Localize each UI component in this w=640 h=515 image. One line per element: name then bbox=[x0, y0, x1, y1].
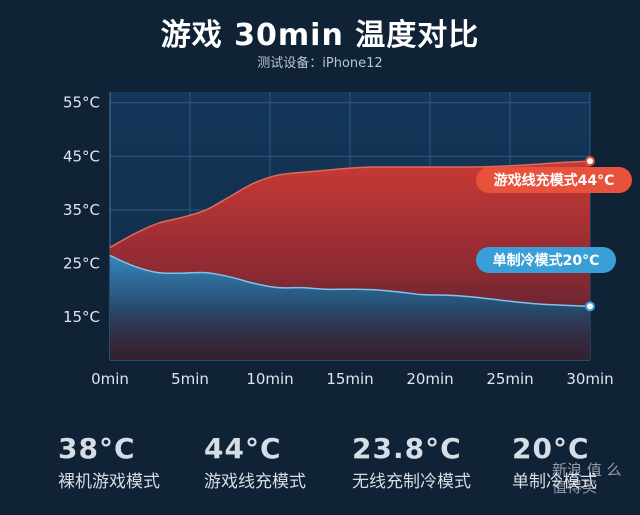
series-label-pill bbox=[476, 247, 616, 273]
y-tick-label: 55°C bbox=[63, 94, 100, 112]
y-tick-label: 35°C bbox=[63, 201, 100, 219]
stat-value: 20°C bbox=[512, 432, 590, 465]
chart-subtitle: 测试设备：iPhone12 bbox=[257, 56, 383, 71]
series-line-1 bbox=[109, 254, 591, 308]
y-tick-label: 15°C bbox=[63, 308, 100, 326]
series-area-1 bbox=[110, 255, 590, 360]
x-tick-label: 20min bbox=[406, 370, 453, 388]
stat-label: 单制冷模式 bbox=[512, 472, 597, 492]
stat-value: 38°C bbox=[58, 432, 136, 465]
stat-label: 无线充制冷模式 bbox=[352, 472, 471, 492]
stat-item: 44°C 游戏线充模式 bbox=[204, 432, 306, 492]
series-end-label: 单制冷模式20°C bbox=[493, 252, 600, 269]
temperature-chart: 0min 5min 10min 15min 20min 25min 30min 15°C 25°… bbox=[63, 92, 632, 388]
x-tick-label: 15min bbox=[326, 370, 373, 388]
y-tick-label: 45°C bbox=[63, 147, 100, 165]
x-tick-label: 0min bbox=[91, 370, 129, 388]
stat-item: 20°C 单制冷模式 bbox=[512, 432, 597, 492]
watermark: 新浪 值 么 值得买 bbox=[552, 461, 622, 496]
stat-label: 裸机游戏模式 bbox=[58, 472, 160, 492]
series-label-pill bbox=[476, 167, 632, 193]
stat-value: 23.8°C bbox=[352, 432, 462, 465]
x-tick-label: 5min bbox=[171, 370, 209, 388]
stats-row: 38°C 裸机游戏模式 44°C 游戏线充模式 23.8°C 无线充制冷模式 2… bbox=[58, 432, 638, 502]
series-end-label: 游戏线充模式44°C bbox=[494, 172, 615, 189]
x-tick-label: 10min bbox=[246, 370, 293, 388]
y-tick-label: 25°C bbox=[63, 255, 100, 273]
stat-item: 23.8°C 无线充制冷模式 bbox=[352, 432, 471, 492]
stat-item: 38°C 裸机游戏模式 bbox=[58, 432, 160, 492]
series-line-0 bbox=[109, 160, 591, 249]
chart-title: 游戏 30min 温度对比 bbox=[160, 18, 480, 53]
x-tick-label: 25min bbox=[486, 370, 533, 388]
series-end-point bbox=[585, 156, 595, 167]
stat-value: 44°C bbox=[204, 432, 282, 465]
x-tick-label: 30min bbox=[566, 370, 613, 388]
series-end-point bbox=[585, 301, 595, 312]
stat-label: 游戏线充模式 bbox=[204, 472, 306, 492]
